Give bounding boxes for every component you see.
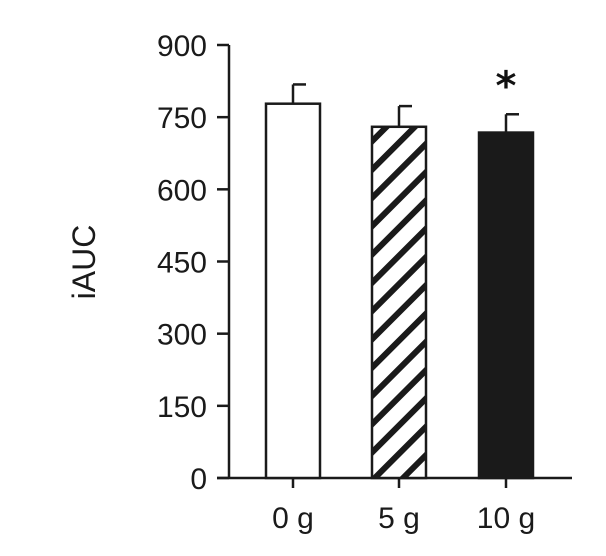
bar-5g — [370, 125, 428, 480]
y-tick-label: 150 — [157, 391, 207, 424]
bar-10g — [477, 131, 535, 480]
y-tick-label: 450 — [157, 247, 207, 280]
y-tick-label: 300 — [157, 319, 207, 352]
y-tick-label: 0 — [190, 463, 207, 496]
y-tick-label: 900 — [157, 30, 207, 63]
y-axis-title: iAUC — [66, 225, 102, 300]
significance-asterisk: * — [496, 63, 517, 109]
y-tick-label: 600 — [157, 174, 207, 207]
y-tick-label: 750 — [157, 102, 207, 135]
x-tick-label: 5 g — [378, 502, 420, 535]
plot-area: 0 150 300 450 600 750 900 0 g 5 g 10 g * — [157, 30, 572, 535]
x-tick-label: 10 g — [477, 502, 535, 535]
bar-0g — [264, 102, 322, 480]
x-tick-label: 0 g — [272, 502, 314, 535]
